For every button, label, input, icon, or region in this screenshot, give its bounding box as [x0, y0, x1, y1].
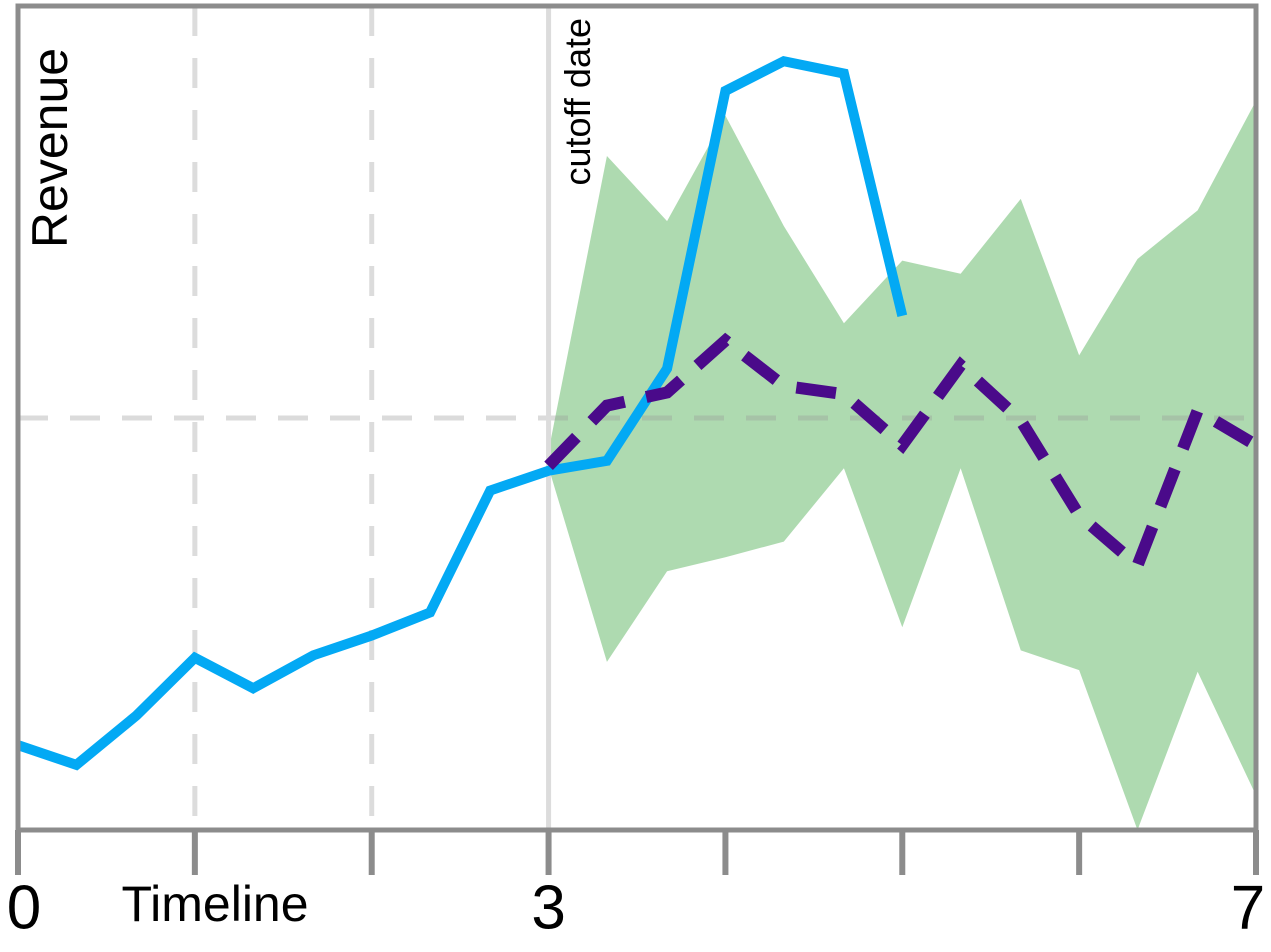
plot-frame — [15, 3, 1259, 833]
x-axis-label: Timeline — [121, 876, 308, 932]
x-tick-label: 0 — [7, 873, 41, 942]
series-line — [544, 332, 1260, 576]
y-axis-label: Revenue — [22, 48, 78, 248]
series-line — [16, 55, 908, 771]
x-tick-label: 3 — [531, 873, 565, 942]
confidence-band — [548, 100, 1256, 830]
x-tick-label: 7 — [1231, 873, 1265, 942]
cutoff-label: cutoff date — [557, 18, 598, 185]
